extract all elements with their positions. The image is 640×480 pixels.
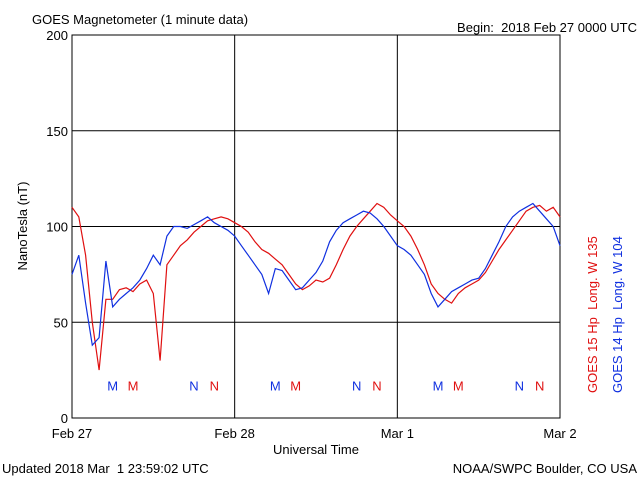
footer-left: Updated 2018 Mar 1 23:59:02 UTC	[2, 461, 209, 476]
chart-title: GOES Magnetometer (1 minute data)	[32, 12, 248, 27]
annotation: N	[372, 378, 381, 393]
x-axis-label: Universal Time	[273, 442, 359, 457]
annotation: N	[210, 378, 219, 393]
annotation: M	[270, 378, 281, 393]
y-tick-label: 200	[46, 28, 68, 43]
legend-entry: GOES 15 Hp Long. W 135	[585, 236, 600, 393]
y-tick-label: 100	[46, 220, 68, 235]
annotation: M	[107, 378, 118, 393]
plot-frame	[71, 34, 561, 419]
annotation: N	[535, 378, 544, 393]
annotation: N	[352, 378, 361, 393]
y-axis-label: NanoTesla (nT)	[15, 182, 30, 271]
annotation: M	[128, 378, 139, 393]
annotation: M	[453, 378, 464, 393]
y-tick-label: 150	[46, 124, 68, 139]
annotation: N	[189, 378, 198, 393]
legend-entry: GOES 14 Hp Long. W 104	[610, 236, 625, 393]
x-tick-label: Feb 27	[52, 426, 92, 441]
footer-right: NOAA/SWPC Boulder, CO USA	[453, 461, 638, 476]
subtitle: Begin: 2018 Feb 27 0000 UTC	[457, 20, 637, 35]
y-tick-label: 0	[61, 411, 68, 426]
y-tick-label: 50	[54, 315, 68, 330]
annotation: M	[290, 378, 301, 393]
annotation: M	[433, 378, 444, 393]
annotation: N	[515, 378, 524, 393]
x-tick-label: Mar 2	[543, 426, 576, 441]
data-line	[71, 202, 561, 347]
x-tick-label: Mar 1	[381, 426, 414, 441]
data-line	[71, 202, 561, 371]
x-tick-label: Feb 28	[214, 426, 254, 441]
